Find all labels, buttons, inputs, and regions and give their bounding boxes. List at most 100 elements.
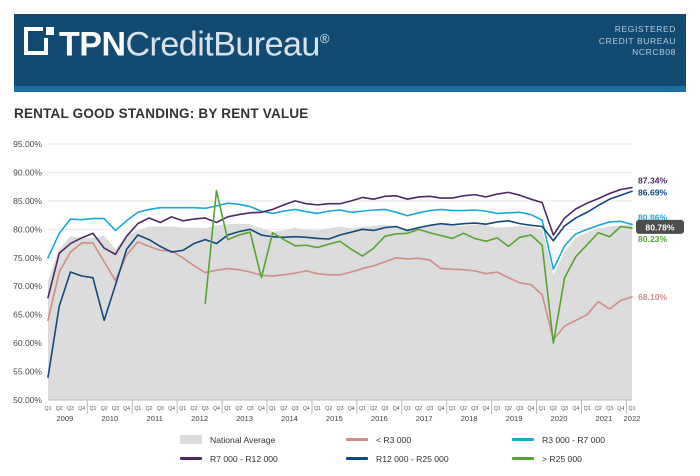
end-label-highlight: 80.78%	[636, 219, 684, 234]
x-axis-quarter-label: Q2	[370, 406, 377, 412]
x-axis-quarter-label: Q3	[292, 406, 299, 412]
legend-item[interactable]: National Average	[180, 430, 346, 449]
legend-item[interactable]: R7 000 - R12 000	[180, 449, 346, 468]
chart-container: 95.00% 90.00% 85.00% 80.00% 75.00% 70.00% 65.0…	[0, 130, 700, 423]
x-axis-quarter-label: Q4	[438, 406, 445, 412]
highlight-badge	[636, 219, 684, 234]
legend-item[interactable]: R12 000 - R25 000	[346, 449, 512, 468]
x-axis-year-label: 2014	[281, 414, 298, 423]
x-axis-quarter-label: Q1	[224, 406, 231, 412]
x-axis-quarter-label: Q2	[325, 406, 332, 412]
national-average-area	[48, 223, 632, 400]
x-axis-quarter-label: Q1	[269, 406, 276, 412]
header-accent-bar	[14, 86, 686, 92]
legend-item-label: R12 000 - R25 000	[376, 453, 449, 464]
x-axis-quarter-label: Q3	[426, 406, 433, 412]
x-axis-quarter-label: Q2	[235, 406, 242, 412]
end-label-text: 80.86%	[638, 212, 668, 222]
x-axis-quarter-label: Q2	[101, 406, 108, 412]
legend-item[interactable]: > R25 000	[512, 449, 678, 468]
x-axis-quarter-label: Q4	[348, 406, 355, 412]
x-axis-year-label: 2009	[56, 414, 73, 423]
x-axis-quarter-label: Q3	[202, 406, 209, 412]
series-line	[204, 189, 633, 344]
app-header	[14, 14, 686, 86]
x-axis-year-label: 2019	[506, 414, 523, 423]
legend-item[interactable]: < R3 000	[346, 430, 512, 449]
registration-line-3: NCRCB08	[632, 47, 676, 57]
y-axis-tick-label: 95.00%	[13, 139, 42, 149]
x-axis-quarter-label: Q1	[45, 406, 52, 412]
x-axis-quarter-label: Q1	[89, 406, 96, 412]
x-axis-quarter-label: Q2	[415, 406, 422, 412]
x-axis-quarter-label: Q4	[527, 406, 534, 412]
y-axis-tick-label: 70.00%	[13, 281, 42, 291]
x-axis-year-label: 2010	[101, 414, 118, 423]
end-label-text: 86.69%	[638, 187, 668, 197]
end-label-text: 68.10%	[638, 292, 668, 302]
registration-info: REGISTERED CREDIT BUREAU NCRCB08	[599, 24, 676, 59]
x-axis-quarter-label: Q2	[460, 406, 467, 412]
x-axis-quarter-label: Q3	[606, 406, 613, 412]
y-axis-tick-label: 85.00%	[13, 196, 42, 206]
x-axis-year-label: 2017	[416, 414, 433, 423]
legend-item-label: R7 000 - R12 000	[210, 453, 278, 464]
y-axis-tick-label: 60.00%	[13, 338, 42, 348]
registration-line-1: REGISTERED	[614, 24, 676, 34]
series-line	[47, 202, 633, 270]
x-axis-quarter-label: Q1	[449, 406, 456, 412]
x-axis-quarter-label: Q3	[247, 406, 254, 412]
y-axis-tick-label: 55.00%	[13, 367, 42, 377]
x-axis-quarter-label: Q1	[179, 406, 186, 412]
x-axis-quarter-label: Q1	[584, 406, 591, 412]
x-axis-year-label: 2016	[371, 414, 388, 423]
series-line	[47, 241, 633, 341]
x-axis-quarter-label: Q2	[595, 406, 602, 412]
x-axis-quarter-label: Q2	[280, 406, 287, 412]
end-label-text: 80.78%	[645, 222, 675, 232]
legend-item-label: < R3 000	[376, 434, 412, 445]
x-axis-quarter-label: Q4	[572, 406, 579, 412]
x-axis-quarter-label: Q4	[213, 406, 220, 412]
x-axis-quarter-label: Q1	[494, 406, 501, 412]
logo-text-light: CreditBureau	[125, 25, 321, 64]
legend-swatch-icon	[512, 457, 534, 460]
y-axis-tick-label: 65.00%	[13, 310, 42, 320]
x-axis-quarter-label: Q2	[146, 406, 153, 412]
legend-item[interactable]: R3 000 - R7 000	[512, 430, 678, 449]
x-axis-quarter-label: Q3	[112, 406, 119, 412]
x-axis-quarter-label: Q1	[134, 406, 141, 412]
x-axis-quarter-label: Q3	[561, 406, 568, 412]
x-axis-year-label: 2012	[191, 414, 208, 423]
legend-item-label: National Average	[210, 434, 276, 445]
legend-swatch-icon	[346, 438, 368, 441]
x-axis-quarter-label: Q3	[516, 406, 523, 412]
x-axis-year-label: 2015	[326, 414, 343, 423]
page-title: RENTAL GOOD STANDING: BY RENT VALUE	[14, 106, 309, 121]
tpn-credit-bureau-logo: TPNCreditBureau®	[24, 22, 329, 61]
legend-swatch-icon	[180, 435, 202, 444]
x-axis-quarter-label: Q4	[168, 406, 175, 412]
end-label-text: 80.23%	[638, 234, 668, 244]
x-axis-quarter-label: Q4	[303, 406, 310, 412]
legend-swatch-icon	[512, 438, 534, 441]
x-axis-year-label: 2018	[461, 414, 478, 423]
x-axis-quarter-label: Q4	[483, 406, 490, 412]
x-axis-quarter-label: Q2	[191, 406, 198, 412]
series-line	[47, 190, 633, 379]
x-axis-quarter-label: Q3	[337, 406, 344, 412]
x-axis-year-label: 2013	[236, 414, 253, 423]
y-axis-tick-label: 50.00%	[13, 395, 42, 405]
x-axis-quarter-label: Q4	[258, 406, 265, 412]
x-axis-quarter-label: Q1	[629, 406, 636, 412]
x-axis-quarter-label: Q2	[505, 406, 512, 412]
x-axis-quarter-label: Q4	[78, 406, 85, 412]
line-chart: 95.00% 90.00% 85.00% 80.00% 75.00% 70.00% 65.0…	[13, 139, 684, 423]
x-axis-quarter-label: Q1	[539, 406, 546, 412]
x-axis-quarter-label: Q1	[359, 406, 366, 412]
x-axis-quarter-label: Q3	[157, 406, 164, 412]
x-axis-year-label: 2020	[551, 414, 568, 423]
x-axis-quarter-label: Q3	[67, 406, 74, 412]
x-axis-quarter-label: Q4	[617, 406, 624, 412]
x-axis-quarter-label: Q3	[471, 406, 478, 412]
